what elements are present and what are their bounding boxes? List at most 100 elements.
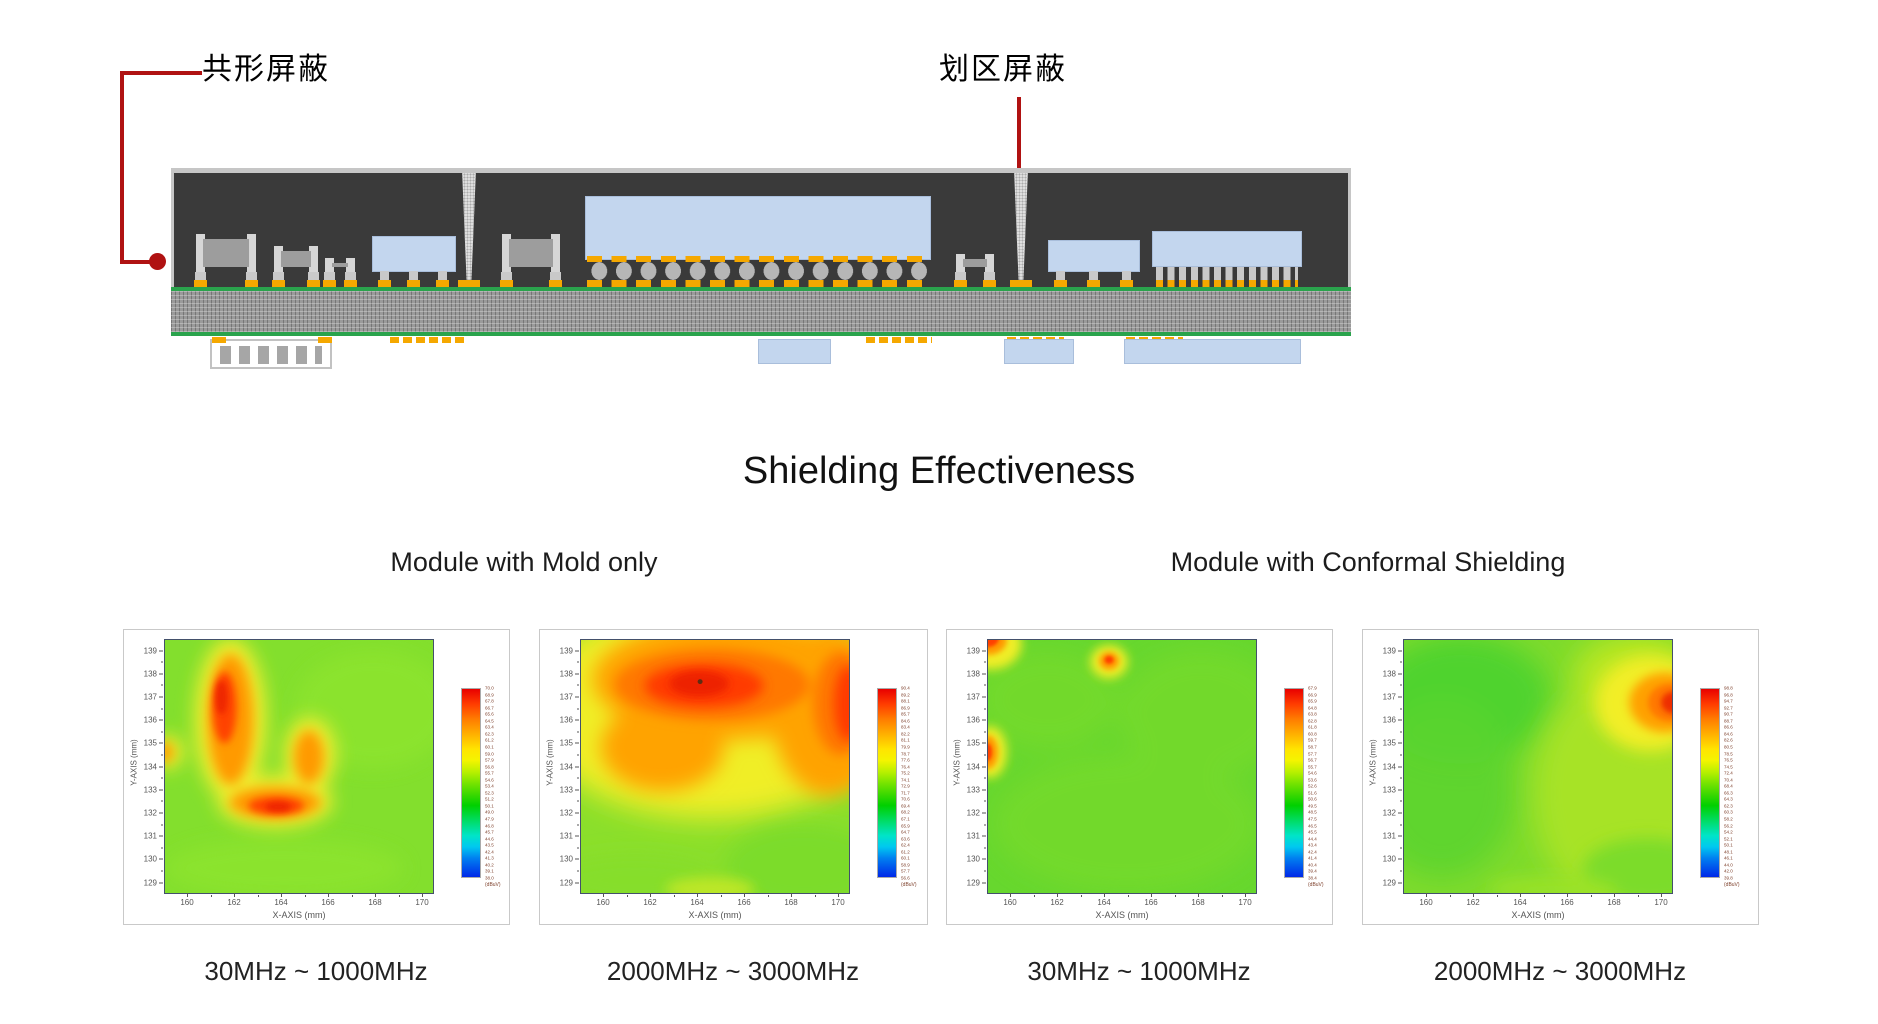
pad-row <box>1156 280 1298 287</box>
x-axis-tick-mark <box>234 893 235 897</box>
x-axis-tick-label: 168 <box>1191 898 1205 907</box>
x-axis: 160 162 164 166 168 170 <box>164 893 434 908</box>
colorbar-tick-label: 78.5 <box>1724 751 1733 756</box>
y-axis-tick-mark <box>982 742 986 744</box>
frequency-caption: 2000MHz ~ 3000MHz <box>606 956 860 986</box>
y-axis-minor-tick <box>984 731 986 733</box>
y-axis-minor-tick <box>984 661 986 663</box>
x-axis-tick-label: 170 <box>831 898 845 907</box>
colorbar-tick-label: 39.8 <box>1724 875 1733 881</box>
colorbar-tick-label: 67.8 <box>485 698 494 704</box>
y-axis-tick-label: 133 <box>143 785 157 795</box>
y-axis-minor-tick <box>577 731 579 733</box>
x-axis-minor-tick <box>1080 895 1082 897</box>
solder-pad <box>245 280 258 287</box>
colorbar-scale: 98.8 96.8 94.7 92.7 90.7 88.7 86.6 84.6 82.6 80.5… <box>1724 686 1754 884</box>
y-axis-tick-label: 136 <box>966 715 980 725</box>
y-axis-minor-tick <box>1400 684 1402 686</box>
y-axis-tick-mark <box>1398 812 1402 814</box>
y-axis-tick-mark <box>1398 719 1402 721</box>
colorbar-tick-label: 60.3 <box>1724 809 1733 815</box>
x-axis-tick-mark <box>187 893 188 897</box>
colorbar-tick-label: 69.4 <box>901 803 910 809</box>
y-axis-minor-tick <box>577 870 579 872</box>
colorbar-tick-label: 52.3 <box>485 790 494 796</box>
heatmap-panel-conformal-2000-3000: 139 138 137 136 135 134 133 132 131 130 129 160 162… <box>1362 629 1759 925</box>
y-axis-tick-mark <box>982 835 986 837</box>
y-axis-title: Y-AXIS (mm) <box>952 739 962 786</box>
colorbar-tick-label: 53.6 <box>1308 777 1317 783</box>
colorbar-tick-label: 76.4 <box>901 764 910 770</box>
x-axis-tick-mark <box>1057 893 1058 897</box>
pin-array-die <box>1152 231 1302 287</box>
y-axis-minor-tick <box>161 708 163 710</box>
x-axis-minor-tick <box>351 895 353 897</box>
colorbar-tick-label: 40.4 <box>1308 862 1317 868</box>
colorbar-tick-label: 84.6 <box>1724 731 1733 737</box>
x-axis-tick-mark <box>838 893 839 897</box>
y-axis-tick-label: 134 <box>966 762 980 772</box>
x-axis-tick-mark <box>791 893 792 897</box>
callout-line <box>1017 97 1021 221</box>
connector-pins <box>220 346 322 364</box>
bottom-connector <box>210 339 332 369</box>
colorbar-tick-label: 63.4 <box>485 724 494 730</box>
y-axis-tick-label: 135 <box>1382 738 1396 748</box>
colorbar-tick-label: 38.4 <box>1308 875 1317 881</box>
y-axis-minor-tick <box>984 754 986 756</box>
y-axis-minor-tick <box>161 754 163 756</box>
bottom-component <box>1124 339 1301 364</box>
foot <box>246 272 257 280</box>
heatmap-art <box>581 640 849 893</box>
x-axis-tick-mark <box>1010 893 1011 897</box>
y-axis-tick-label: 130 <box>143 854 157 864</box>
y-axis-tick-label: 132 <box>966 808 980 818</box>
x-axis-tick-mark <box>1104 893 1105 897</box>
y-axis-tick-mark <box>1398 696 1402 698</box>
colorbar-tick-label: 64.8 <box>1308 705 1317 711</box>
callout-line <box>120 71 124 264</box>
colorbar-unit: (dBuV) <box>1724 882 1740 888</box>
colorbar-tick-label: 54.6 <box>485 777 494 783</box>
y-axis-tick-label: 130 <box>1382 854 1396 864</box>
x-axis-tick-mark <box>1473 893 1474 897</box>
x-axis-minor-tick <box>1033 895 1035 897</box>
x-axis-tick-label: 166 <box>737 898 751 907</box>
y-axis-tick-mark <box>575 650 579 652</box>
y-axis: 139 138 137 136 135 134 133 132 131 130 129 <box>124 639 164 894</box>
colorbar-tick-label: 62.8 <box>1308 718 1317 724</box>
y-axis-tick-label: 131 <box>143 831 157 841</box>
group-heading-conformal: Module with Conformal Shielding <box>1170 547 1566 577</box>
y-axis-tick-mark <box>1398 858 1402 860</box>
x-axis-title: X-AXIS (mm) <box>688 910 742 920</box>
colorbar-tick-label: 41.3 <box>485 855 494 861</box>
y-axis-minor-tick <box>1400 731 1402 733</box>
colorbar-tick-label: 79.9 <box>901 744 910 750</box>
y-axis-tick-label: 137 <box>559 692 573 702</box>
colorbar-tick-label: 45.7 <box>485 829 494 835</box>
x-axis-tick-mark <box>375 893 376 897</box>
y-axis-tick-label: 138 <box>559 669 573 679</box>
colorbar-unit: (dBuV) <box>901 882 917 888</box>
colorbar-tick-label: 50.1 <box>1724 842 1733 848</box>
colorbar-tick-label: 50.6 <box>1308 796 1317 802</box>
colorbar-tick-label: 46.5 <box>1308 823 1317 829</box>
callout-line <box>120 71 202 75</box>
x-axis-minor-tick <box>673 895 675 897</box>
y-axis-tick-mark <box>159 650 163 652</box>
y-axis-minor-tick <box>577 754 579 756</box>
colorbar-tick-label: 68.2 <box>901 809 910 815</box>
y-axis-tick-label: 136 <box>1382 715 1396 725</box>
y-axis-minor-tick <box>577 824 579 826</box>
y-axis-tick-mark <box>575 882 579 884</box>
y-axis-minor-tick <box>577 777 579 779</box>
colorbar-scale: 67.9 66.9 65.9 64.8 63.8 62.8 61.8 60.8 59.7 58.7… <box>1308 686 1338 884</box>
colorbar-tick-label: 65.9 <box>901 823 910 829</box>
die-body <box>372 236 456 272</box>
y-axis-tick-label: 132 <box>143 808 157 818</box>
colorbar-tick-label: 62.3 <box>485 731 494 737</box>
y-axis-tick-label: 132 <box>559 808 573 818</box>
colorbar-tick-label: 56.8 <box>485 764 494 770</box>
bga-die <box>585 196 931 287</box>
